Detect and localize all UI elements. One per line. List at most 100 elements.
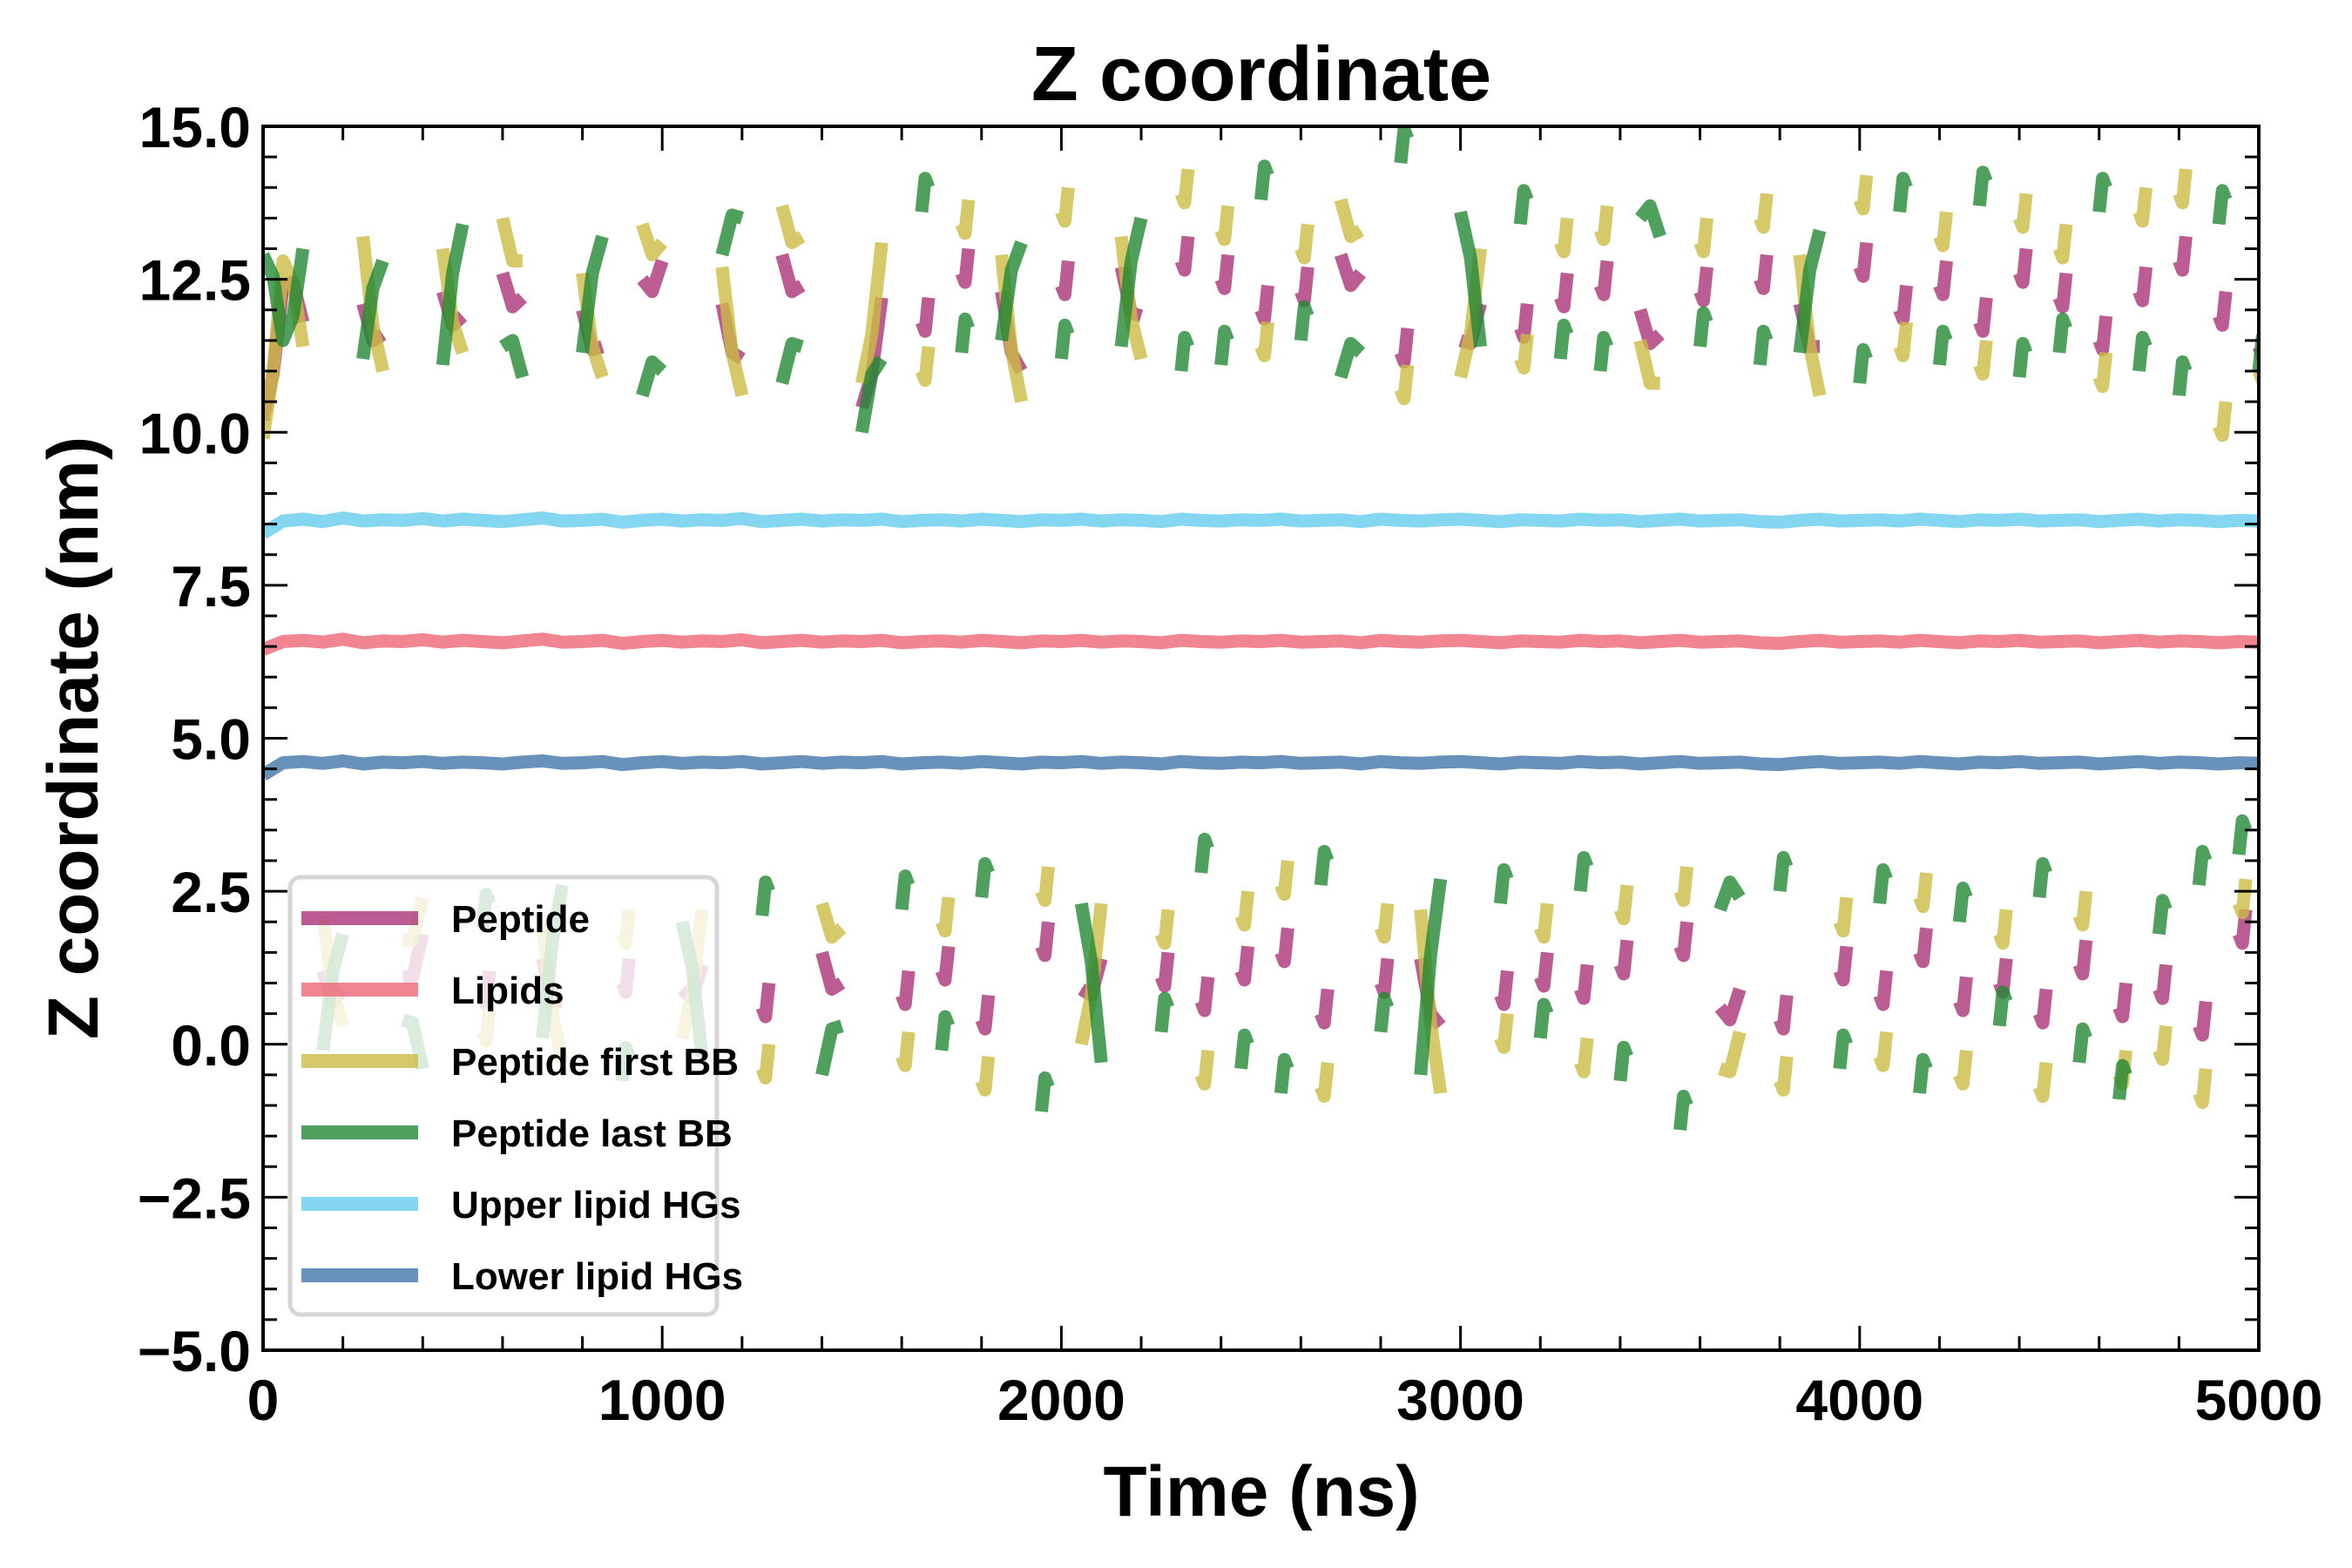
series-line-peptide-last-bb xyxy=(2092,172,2112,213)
ticks-layer xyxy=(261,125,2261,1352)
series-line-peptide xyxy=(815,950,846,996)
series-line-peptide-last-bb xyxy=(915,172,936,213)
series-line-peptide-first-bb xyxy=(1214,205,1235,247)
series-line-peptide-last-bb xyxy=(2232,814,2253,855)
series-line-peptide-last-bb xyxy=(1673,1090,1693,1131)
series-line-upper-lipid-hgs xyxy=(263,511,2259,539)
series-line-peptide-last-bb xyxy=(1334,336,1366,380)
series-line-peptide-first-bb xyxy=(1254,321,1274,362)
series-line-peptide-last-bb xyxy=(1873,863,1893,904)
series-line-peptide-last-bb xyxy=(2132,330,2153,372)
series-line-peptide-first-bb xyxy=(1035,866,1055,908)
series-line-peptide xyxy=(1234,945,1255,987)
series-line-peptide-first-bb xyxy=(755,1044,776,1085)
series-line-peptide-last-bb xyxy=(1833,1028,1853,1070)
series-line-peptide-first-bb xyxy=(2193,1068,2213,1109)
series-line-peptide-last-bb xyxy=(1114,216,1148,348)
series-line-peptide xyxy=(2112,982,2133,1024)
series-line-peptide-first-bb xyxy=(1194,1050,1215,1091)
y-tick-label: 15.0 xyxy=(139,95,251,159)
series-line-peptide-last-bb xyxy=(1194,832,1214,874)
series-line-peptide xyxy=(1294,266,1315,308)
series-line-peptide-last-bb xyxy=(1992,985,2013,1027)
series-upper-lipid-hgs xyxy=(263,511,2259,539)
series-line-peptide xyxy=(1873,970,1894,1011)
series-line-peptide-first-bb xyxy=(2233,878,2253,920)
series-line-peptide-last-bb xyxy=(775,336,804,385)
series-line-peptide-last-bb xyxy=(1573,851,1594,892)
series-line-peptide-first-bb xyxy=(1774,1056,1794,1097)
x-tick-label: 4000 xyxy=(1795,1368,1923,1432)
series-line-peptide xyxy=(2213,290,2233,332)
series-line-peptide-last-bb xyxy=(1593,330,1614,372)
series-line-peptide-first-bb xyxy=(1394,364,1415,406)
series-line-peptide-first-bb xyxy=(1833,896,1854,938)
series-line-peptide-last-bb xyxy=(1753,324,1774,366)
series-line-peptide-last-bb xyxy=(1214,324,1234,366)
series-line-peptide-last-bb xyxy=(576,234,609,354)
series-line-peptide-last-bb xyxy=(815,1019,844,1077)
series-line-peptide xyxy=(1154,951,1175,993)
y-tick-label: 12.5 xyxy=(139,248,251,313)
series-line-peptide-first-bb xyxy=(715,266,749,397)
series-line-peptide-last-bb xyxy=(1035,1071,1055,1112)
series-line-peptide-last-bb xyxy=(1853,342,1873,384)
legend-label: Upper lipid HGs xyxy=(451,1184,740,1227)
series-line-peptide-first-bb xyxy=(1315,1062,1335,1103)
series-line-peptide-first-bb xyxy=(1873,1031,1894,1072)
series-line-peptide xyxy=(1315,988,1335,1030)
series-line-peptide-first-bb xyxy=(1718,1030,1747,1078)
series-line-peptide-first-bb xyxy=(1853,174,1874,216)
series-line-peptide-last-bb xyxy=(2032,857,2053,898)
series-line-peptide-first-bb xyxy=(1334,198,1364,243)
series-line-peptide xyxy=(2193,1000,2213,1042)
y-tick-label: 2.5 xyxy=(171,860,251,924)
series-line-peptide xyxy=(955,247,976,289)
series-line-peptide-first-bb xyxy=(896,1031,916,1072)
series-line-peptide-last-bb xyxy=(1634,199,1666,239)
series-line-peptide xyxy=(1593,260,1614,301)
series-line-peptide xyxy=(2092,315,2113,356)
legend-item-peptide-first-bb: Peptide first BB xyxy=(301,1041,739,1084)
x-tick-label: 3000 xyxy=(1396,1368,1524,1432)
series-line-peptide xyxy=(496,271,527,314)
series-line-peptide xyxy=(1933,260,1953,301)
series-line-peptide-first-bb xyxy=(1374,902,1395,944)
series-line-peptide-first-bb xyxy=(1294,223,1315,265)
series-line-peptide xyxy=(1214,253,1235,295)
series-line-peptide-last-bb xyxy=(2012,336,2033,378)
series-line-peptide-first-bb xyxy=(1154,909,1175,950)
series-line-peptide-first-bb xyxy=(775,204,806,249)
series-line-peptide xyxy=(1953,976,1973,1017)
series-line-peptide xyxy=(1055,260,1075,301)
series-line-peptide-last-bb xyxy=(2192,845,2213,886)
series-line-peptide-last-bb xyxy=(1952,882,1973,923)
series-line-peptide-last-bb xyxy=(1454,210,1487,348)
x-tick-label: 5000 xyxy=(2195,1368,2323,1432)
series-line-peptide-first-bb xyxy=(2032,1062,2053,1103)
series-line-peptide-first-bb xyxy=(1754,193,1774,234)
series-line-lower-lipid-hgs xyxy=(263,754,2259,781)
series-line-peptide-first-bb xyxy=(815,902,847,944)
series-line-peptide-last-bb xyxy=(1932,324,1953,366)
x-tick-label: 0 xyxy=(247,1368,280,1432)
series-line-peptide xyxy=(1973,296,1993,338)
series-line-peptide-first-bb xyxy=(496,216,523,267)
series-line-peptide xyxy=(775,253,806,299)
series-line-peptide-last-bb xyxy=(1174,330,1194,372)
series-line-peptide-first-bb xyxy=(1494,1012,1514,1054)
series-line-peptide-first-bb xyxy=(2173,168,2193,210)
series-line-peptide-last-bb xyxy=(1493,863,1514,904)
legend-item-upper-lipid-hgs: Upper lipid HGs xyxy=(301,1184,740,1227)
series-line-peptide xyxy=(1833,945,1854,987)
series-line-peptide-last-bb xyxy=(1054,318,1075,360)
series-line-peptide-last-bb xyxy=(1414,878,1448,1076)
y-tick-label: 7.5 xyxy=(171,554,251,618)
series-line-peptide-first-bb xyxy=(1933,211,1953,253)
series-line-peptide xyxy=(2153,963,2173,1005)
series-line-peptide-last-bb xyxy=(1314,845,1335,886)
series-line-peptide xyxy=(1574,963,1594,1005)
series-line-peptide-last-bb xyxy=(2152,894,2173,936)
series-line-peptide xyxy=(1194,976,1215,1017)
